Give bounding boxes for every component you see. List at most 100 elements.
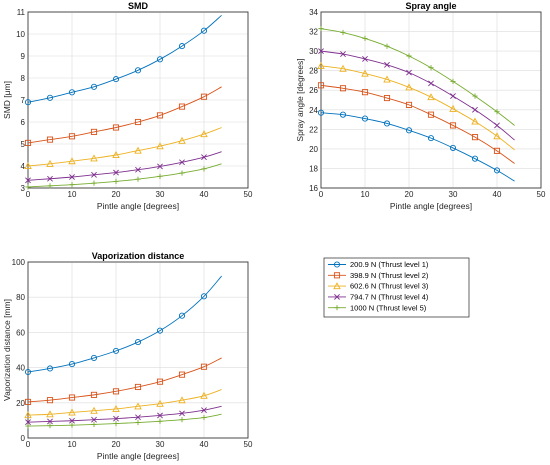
series-3: [24, 389, 222, 419]
data-point-marker: [471, 155, 479, 162]
data-point-marker: [427, 135, 435, 142]
series-line: [27, 405, 222, 423]
data-point-marker: [201, 407, 207, 414]
data-point-marker: [68, 89, 76, 96]
data-point-marker: [200, 363, 208, 370]
y-tick-label: 4: [21, 162, 26, 171]
x-tick-label: 50: [537, 190, 546, 199]
series-line: [27, 14, 222, 103]
x-tick-label: 50: [244, 190, 253, 199]
data-point-marker: [68, 361, 76, 368]
x-tick-label: 50: [244, 440, 253, 449]
data-point-marker: [24, 411, 32, 419]
data-point-marker: [178, 103, 186, 110]
data-point-marker: [405, 127, 413, 134]
legend-entry-3: 602.6 N (Thrust level 3): [328, 282, 429, 291]
data-point-marker: [25, 419, 31, 426]
data-point-marker: [384, 43, 390, 49]
data-point-marker: [384, 61, 390, 68]
data-point-marker: [318, 26, 324, 32]
series-1: [24, 14, 222, 106]
data-point-marker: [46, 136, 54, 143]
x-tick-label: 20: [112, 190, 121, 199]
x-tick-label: 10: [68, 190, 77, 199]
data-point-marker: [179, 417, 185, 423]
y-axis-label: Spray angle [degrees]: [295, 58, 305, 141]
plot-area: [27, 261, 249, 439]
data-point-marker: [362, 56, 368, 62]
data-point-marker: [200, 130, 208, 138]
data-point-marker: [361, 69, 369, 77]
y-tick-label: 20: [16, 399, 25, 408]
y-tick-label: 6: [21, 118, 26, 127]
data-point-marker: [471, 117, 479, 125]
series-line: [320, 84, 515, 164]
y-tick-label: 24: [309, 106, 318, 115]
y-tick-label: 7: [21, 96, 26, 105]
y-axis-label: SMD [μm]: [2, 81, 12, 119]
data-point-marker: [200, 27, 208, 34]
data-point-marker: [69, 182, 75, 188]
x-axis-label: Pintle angle [degrees]: [97, 451, 179, 461]
series-5: [318, 26, 515, 126]
data-point-marker: [90, 391, 98, 398]
x-tick-label: 0: [319, 190, 324, 199]
plot-panel-3: 0 10 20 30 40 50 0 20 40 60 80 100 Vaporization dist…: [2, 251, 253, 461]
data-point-marker: [25, 177, 31, 184]
x-tick-label: 40: [200, 440, 209, 449]
data-point-marker: [339, 85, 347, 92]
y-tick-label: 60: [16, 328, 25, 337]
x-tick-label: 40: [493, 190, 502, 199]
data-point-marker: [493, 132, 501, 140]
y-tick-label: 10: [16, 30, 25, 39]
data-point-marker: [493, 167, 501, 174]
data-point-marker: [69, 417, 75, 424]
data-point-marker: [318, 48, 324, 55]
legend-box: [323, 257, 470, 318]
data-point-marker: [200, 93, 208, 100]
data-point-marker: [91, 421, 97, 428]
data-point-marker: [135, 414, 141, 421]
y-tick-label: 22: [309, 125, 318, 134]
data-point-marker: [339, 111, 347, 118]
data-point-marker: [178, 136, 186, 144]
data-point-marker: [24, 139, 32, 146]
data-point-marker: [450, 78, 456, 85]
plot-panel-1: 0 10 20 30 40 50 3 4 5 6 7 8 9 10 11 SMD Pintle angle [d…: [2, 1, 253, 211]
data-point-marker: [47, 175, 53, 182]
legend-label: 1000 N (Thrust level 5): [350, 303, 427, 312]
x-axis-label: Pintle angle [degrees]: [97, 201, 179, 211]
series-4: [25, 405, 222, 426]
series-5: [25, 163, 222, 190]
series-3: [24, 127, 222, 170]
legend-label: 794.7 N (Thrust level 4): [350, 293, 429, 302]
data-point-marker: [406, 53, 412, 59]
legend-label: 398.9 N (Thrust level 2): [350, 271, 429, 280]
y-tick-label: 20: [309, 145, 318, 154]
series-2: [24, 86, 222, 146]
data-point-marker: [494, 109, 500, 115]
data-point-marker: [113, 178, 119, 184]
data-point-marker: [201, 166, 207, 172]
y-tick-label: 8: [21, 74, 26, 83]
legend-entry-1: 200.9 N (Thrust level 1): [328, 260, 429, 269]
data-point-marker: [406, 69, 412, 76]
y-tick-label: 3: [21, 184, 26, 193]
data-point-marker: [340, 51, 346, 57]
y-tick-label: 18: [309, 164, 318, 173]
data-point-marker: [156, 327, 164, 334]
data-point-marker: [113, 169, 119, 176]
x-tick-label: 30: [449, 190, 458, 199]
data-point-marker: [112, 76, 120, 83]
y-tick-label: 100: [12, 258, 26, 267]
series-line: [27, 151, 222, 181]
x-tick-label: 40: [200, 190, 209, 199]
data-point-marker: [317, 82, 325, 89]
series-1: [317, 109, 515, 182]
data-point-marker: [317, 61, 325, 69]
legend-label: 200.9 N (Thrust level 1): [350, 260, 429, 269]
data-point-marker: [405, 101, 413, 108]
data-point-marker: [178, 396, 186, 404]
data-point-marker: [405, 83, 413, 91]
